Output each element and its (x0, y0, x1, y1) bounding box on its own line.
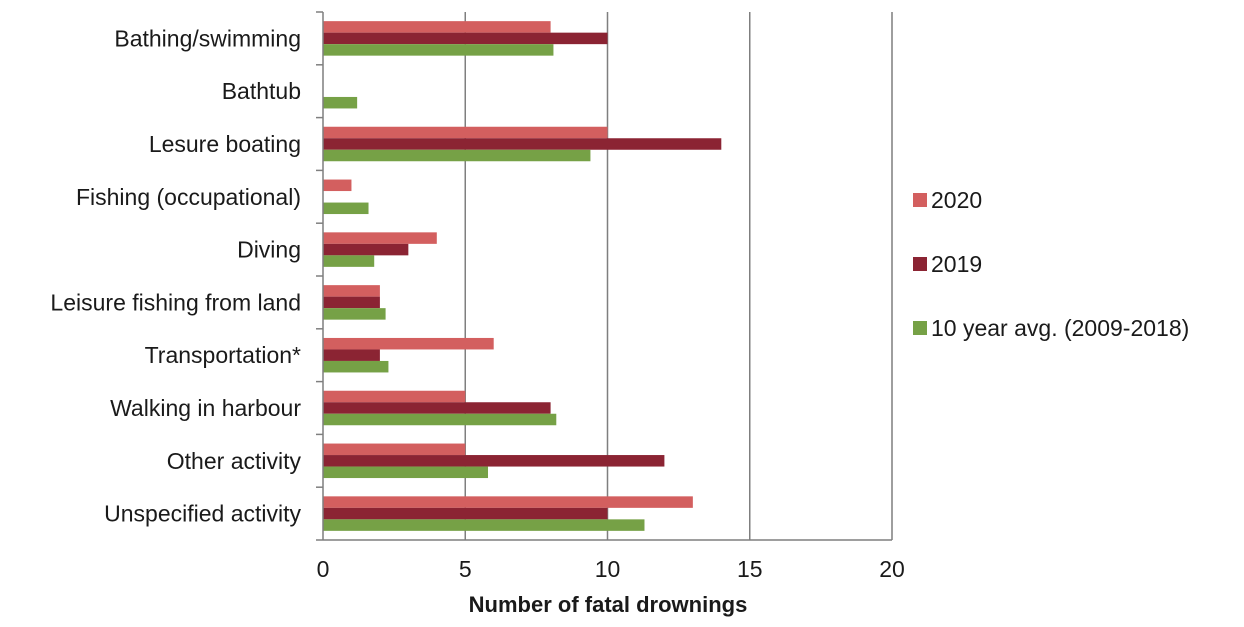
bar-2-10 (323, 507, 608, 520)
bar-1-6 (323, 285, 380, 297)
bar-2-5 (323, 243, 409, 256)
legend-label-3: 10 year avg. (2009-2018) (931, 315, 1189, 341)
x-tick-label: 15 (737, 556, 763, 582)
bar-3-2 (323, 96, 358, 109)
legend: 2020 2019 10 year avg. (2009-2018) (913, 187, 1189, 341)
category-label: Bathing/swimming (114, 25, 301, 51)
axes (316, 11, 892, 541)
x-tick-label: 5 (459, 556, 472, 582)
x-tick-label: 20 (879, 556, 905, 582)
bar-2-9 (323, 455, 665, 467)
bar-2-8 (323, 402, 551, 414)
bar-1-5 (323, 232, 437, 244)
legend-label-1: 2020 (931, 187, 982, 213)
legend-label-2: 2019 (931, 251, 982, 277)
category-label: Unspecified activity (104, 501, 301, 527)
tick-labels: 0 5 10 15 20 (317, 556, 905, 582)
bar-3-5 (323, 255, 375, 267)
category-label: Bathtub (222, 78, 301, 104)
bar-1-8 (323, 390, 466, 403)
bar-1-4 (323, 179, 352, 192)
category-label: Other activity (167, 448, 302, 474)
bar-2-7 (323, 349, 380, 361)
bar-1-1 (323, 21, 551, 33)
legend-swatch-1 (913, 193, 927, 207)
bar-1-10 (323, 496, 693, 508)
bar-2-6 (323, 296, 380, 309)
legend-swatch-2 (913, 257, 927, 271)
bar-1-9 (323, 443, 466, 456)
bars (323, 21, 722, 531)
x-tick-label: 0 (317, 556, 330, 582)
bar-3-4 (323, 202, 369, 215)
category-label: Diving (237, 237, 301, 263)
legend-swatch-3 (913, 321, 927, 335)
bar-3-7 (323, 360, 389, 373)
category-label: Fishing (occupational) (76, 184, 301, 210)
category-label: Lesure boating (149, 131, 301, 157)
category-label: Leisure fishing from land (50, 289, 301, 315)
bar-1-7 (323, 337, 494, 350)
bar-2-1 (323, 32, 608, 45)
bar-3-3 (323, 149, 591, 162)
category-label: Walking in harbour (110, 395, 301, 421)
x-axis-title: Number of fatal drownings (469, 592, 748, 617)
bar-3-9 (323, 466, 489, 479)
bar-3-6 (323, 308, 386, 320)
category-labels: Bathing/swimming Bathtub Lesure boating Fis… (50, 25, 301, 526)
bar-3-8 (323, 413, 557, 426)
bar-2-3 (323, 138, 722, 150)
bar-1-3 (323, 126, 608, 139)
bar-3-1 (323, 44, 554, 56)
bar-3-10 (323, 519, 645, 531)
category-label: Transportation* (145, 342, 301, 368)
x-tick-label: 10 (595, 556, 621, 582)
